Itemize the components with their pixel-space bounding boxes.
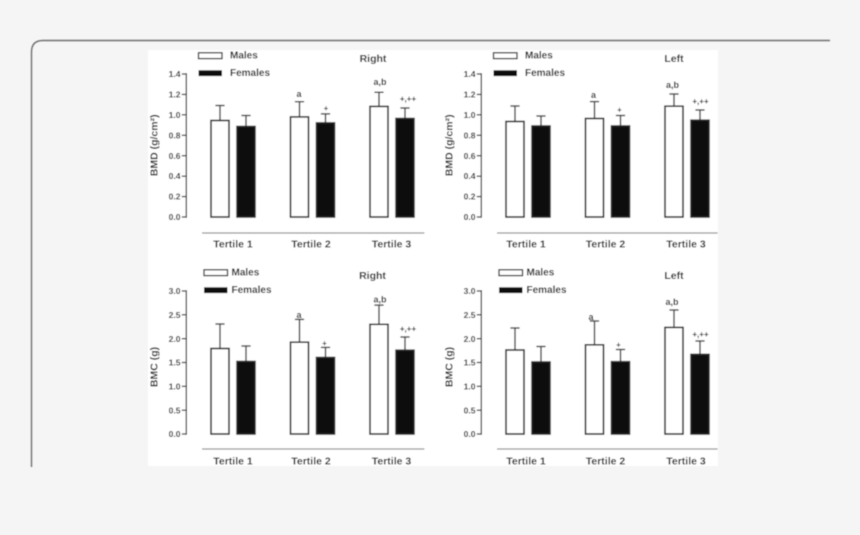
svg-text:Females: Females xyxy=(527,285,567,296)
svg-text:Females: Females xyxy=(232,285,272,296)
svg-text:Right: Right xyxy=(360,53,387,65)
svg-text:1.5: 1.5 xyxy=(169,358,181,368)
svg-text:+,++: +,++ xyxy=(692,97,709,106)
svg-text:Tertile 1: Tertile 1 xyxy=(506,238,546,250)
svg-text:a: a xyxy=(591,90,597,100)
svg-text:Left: Left xyxy=(664,53,684,65)
svg-text:0.0: 0.0 xyxy=(464,212,476,222)
svg-text:+: + xyxy=(322,339,327,348)
svg-text:1.0: 1.0 xyxy=(464,381,476,391)
svg-text:Males: Males xyxy=(230,51,258,62)
svg-text:a,b: a,b xyxy=(373,295,387,305)
svg-text:0.0: 0.0 xyxy=(169,429,181,439)
svg-text:Tertile 1: Tertile 1 xyxy=(213,238,253,250)
svg-text:2.5: 2.5 xyxy=(169,310,181,320)
svg-text:1.0: 1.0 xyxy=(169,381,181,391)
svg-text:3.0: 3.0 xyxy=(169,286,181,296)
svg-text:0.4: 0.4 xyxy=(169,171,181,181)
svg-text:Tertile 3: Tertile 3 xyxy=(372,238,412,250)
svg-text:1.0: 1.0 xyxy=(464,110,476,120)
svg-text:Females: Females xyxy=(525,68,565,79)
svg-text:Females: Females xyxy=(230,68,270,79)
svg-text:3.0: 3.0 xyxy=(464,286,476,296)
svg-text:Tertile 2: Tertile 2 xyxy=(291,455,331,467)
svg-text:Left: Left xyxy=(664,270,684,282)
svg-text:Males: Males xyxy=(525,51,553,62)
svg-text:a: a xyxy=(296,310,302,320)
svg-text:0.2: 0.2 xyxy=(169,192,181,202)
svg-text:0.5: 0.5 xyxy=(464,405,476,415)
svg-text:1.4: 1.4 xyxy=(169,69,181,79)
svg-text:Tertile 2: Tertile 2 xyxy=(586,238,626,250)
svg-text:0.0: 0.0 xyxy=(169,212,181,222)
svg-text:+: + xyxy=(617,106,622,115)
svg-text:2.0: 2.0 xyxy=(464,334,476,344)
svg-text:Males: Males xyxy=(232,268,260,279)
svg-text:0.6: 0.6 xyxy=(169,151,181,161)
svg-text:BMD (g/cm²): BMD (g/cm²) xyxy=(444,114,456,176)
svg-text:BMD (g/cm²): BMD (g/cm²) xyxy=(149,114,161,176)
svg-text:Tertile 3: Tertile 3 xyxy=(666,238,706,250)
svg-text:a,b: a,b xyxy=(665,297,679,307)
svg-text:0.0: 0.0 xyxy=(464,429,476,439)
svg-text:a: a xyxy=(296,89,302,99)
svg-text:1.2: 1.2 xyxy=(464,90,476,100)
svg-text:BMC (g): BMC (g) xyxy=(149,347,161,387)
svg-text:Tertile 3: Tertile 3 xyxy=(666,455,706,467)
svg-text:0.8: 0.8 xyxy=(464,130,476,140)
svg-text:Males: Males xyxy=(527,268,555,279)
svg-text:1.2: 1.2 xyxy=(169,90,181,100)
svg-text:a,b: a,b xyxy=(373,77,387,87)
svg-text:Tertile 1: Tertile 1 xyxy=(506,455,546,467)
svg-text:1.5: 1.5 xyxy=(464,358,476,368)
svg-text:2.0: 2.0 xyxy=(169,334,181,344)
svg-text:1.0: 1.0 xyxy=(169,110,181,120)
svg-text:+,++: +,++ xyxy=(400,95,417,104)
svg-text:0.8: 0.8 xyxy=(169,130,181,140)
svg-text:0.2: 0.2 xyxy=(464,192,476,202)
svg-text:a,b: a,b xyxy=(666,80,680,90)
svg-text:0.5: 0.5 xyxy=(169,405,181,415)
svg-text:0.6: 0.6 xyxy=(464,151,476,161)
svg-text:+,++: +,++ xyxy=(400,325,417,334)
svg-text:a: a xyxy=(588,312,594,322)
svg-text:0.4: 0.4 xyxy=(464,171,476,181)
svg-text:Tertile 1: Tertile 1 xyxy=(213,455,253,467)
svg-text:Right: Right xyxy=(359,270,386,282)
svg-text:1.4: 1.4 xyxy=(464,69,476,79)
svg-text:Tertile 2: Tertile 2 xyxy=(291,238,331,250)
svg-text:BMC (g): BMC (g) xyxy=(444,347,456,387)
svg-text:+: + xyxy=(324,104,329,113)
svg-text:+: + xyxy=(616,341,621,350)
svg-text:+,++: +,++ xyxy=(692,330,709,339)
svg-text:Tertile 2: Tertile 2 xyxy=(586,455,626,467)
svg-text:2.5: 2.5 xyxy=(464,310,476,320)
svg-text:Tertile 3: Tertile 3 xyxy=(372,455,412,467)
